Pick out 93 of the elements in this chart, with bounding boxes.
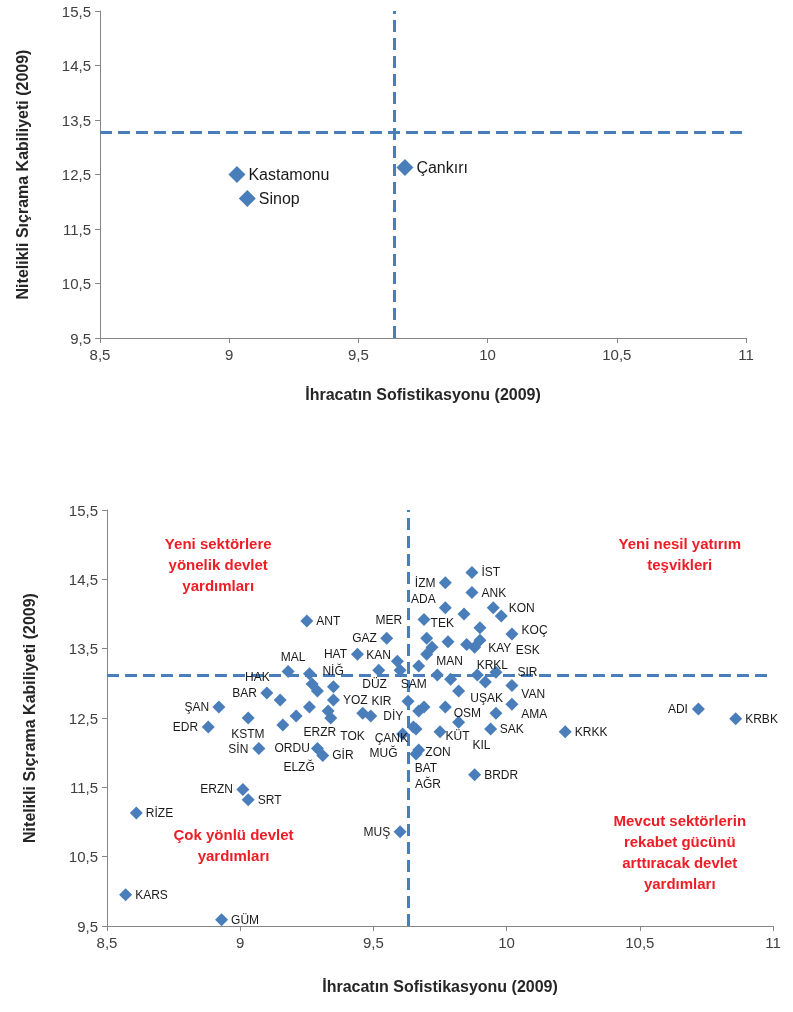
x-tick-label: 9 [236, 934, 245, 951]
annotation: HAK [245, 670, 270, 685]
x-tick-label: 10,5 [625, 934, 655, 951]
annotation: ANT [316, 613, 341, 628]
y-tick-label: 13,5 [68, 640, 98, 658]
annotation: HAT [323, 647, 348, 662]
x-tick-label: 10 [479, 346, 496, 363]
annotation: ADA [410, 591, 436, 606]
y-tick-label: 9,5 [77, 917, 98, 935]
annotation: GAZ [352, 631, 377, 646]
annotation: MUŞ [363, 824, 391, 839]
y-tick-label: 14,5 [61, 57, 91, 74]
annotation: KON [508, 600, 535, 615]
annotation: TOK [340, 728, 365, 743]
annotation: SRT [257, 792, 283, 807]
annotation: KÜT [445, 729, 471, 744]
annotation: RİZE [145, 805, 174, 820]
annotation: AMA [521, 706, 548, 721]
annotation: KARS [135, 887, 168, 902]
y-tick-label: 13,5 [61, 111, 91, 129]
annotation: Yeni sektörlere yönelik devlet yardımları [164, 534, 272, 594]
annotation: VAN [521, 687, 546, 702]
annotation: ZON [425, 745, 451, 760]
annotation: BRDR [484, 767, 519, 782]
y-tick-label: 10,5 [68, 848, 98, 866]
y-tick-label: 12,5 [61, 166, 91, 183]
annotation: KRBK [745, 711, 778, 726]
y-axis-title: Nitelikli Sıçrama Kabiliyeti (2009) [20, 593, 38, 843]
annotation: KSTM [231, 726, 265, 741]
x-tick-label: 9,5 [347, 346, 369, 363]
annotation: İST [481, 565, 501, 580]
annotation: ANK [481, 585, 507, 600]
annotation: YOZ [342, 692, 368, 707]
y-tick-label: 11,5 [62, 220, 91, 238]
annotation: İZM [414, 575, 436, 590]
annotation: BAT [414, 761, 438, 776]
annotation: SİN [228, 741, 249, 756]
y-axis-title: Nitelikli Sıçrama Kabiliyeti (2009) [13, 49, 31, 300]
annotation: Çok yönlü devlet yardımları [173, 826, 294, 865]
annotation: KOÇ [521, 623, 548, 638]
annotation: GİR [332, 748, 354, 763]
annotation: KAN [366, 647, 391, 662]
annotation: ERZR [303, 725, 337, 740]
annotation: Sinop [258, 189, 300, 207]
annotation: MAN [436, 654, 463, 669]
annotation: TEK [430, 615, 454, 630]
annotation: UŞAK [470, 690, 503, 705]
annotation: Mevcut sektörlerin rekabet gücünü arttıracak devlet yardımları [613, 811, 747, 892]
annotation: DİY [383, 708, 404, 723]
annotation: BAR [232, 686, 258, 701]
x-tick-label: 10,5 [602, 346, 632, 363]
annotation: ŞAN [184, 699, 210, 714]
point [228, 166, 246, 183]
y-tick-label: 10,5 [61, 275, 91, 292]
annotation: GÜM [231, 912, 260, 927]
x-axis-title: İhracatın Sofistikasyonu (2009) [322, 977, 558, 995]
annotation: KRKL [476, 658, 509, 673]
x-axis-title: İhracatın Sofistikasyonu (2009) [305, 385, 541, 403]
annotation: ORDU [274, 741, 310, 756]
annotation: SAK [499, 722, 524, 737]
annotation: Yeni nesil yatırım teşvikleri [618, 534, 742, 573]
annotation: OSM [453, 705, 482, 720]
x-tick-label: 11 [738, 346, 754, 363]
point [396, 158, 414, 176]
annotation: MER [375, 612, 403, 627]
x-tick-label: 10 [498, 934, 515, 951]
y-tick-label: 15,5 [68, 501, 98, 519]
y-tick-label: 14,5 [68, 570, 98, 588]
annotation: KAY [488, 641, 512, 656]
annotation: ESK [515, 643, 540, 658]
x-tick-label: 11 [765, 934, 781, 951]
annotation: AĞR [414, 776, 442, 792]
annotation: MAL [280, 650, 306, 665]
annotation: ADI [667, 701, 688, 716]
annotation: ERZN [200, 782, 234, 797]
y-tick-label: 9,5 [70, 329, 91, 347]
x-tick-label: 8,5 [96, 934, 118, 951]
annotation: ELZĞ [283, 758, 315, 774]
annotation: KIR [371, 694, 392, 709]
annotation: Çankırı [416, 158, 468, 176]
y-tick-label: 15,5 [61, 2, 91, 20]
annotation: Kastamonu [248, 166, 330, 183]
annotation: KIL [472, 738, 491, 753]
point [238, 189, 256, 207]
x-tick-label: 8,5 [89, 346, 111, 363]
x-tick-label: 9,5 [362, 934, 384, 951]
x-tick-label: 9 [225, 346, 234, 363]
annotation: DÜZ [362, 676, 387, 691]
annotation: MUĞ [369, 745, 398, 761]
annotation: KRKK [574, 724, 608, 739]
annotation: EDR [172, 720, 199, 735]
y-tick-label: 11,5 [69, 778, 98, 796]
y-tick-label: 12,5 [68, 709, 98, 727]
